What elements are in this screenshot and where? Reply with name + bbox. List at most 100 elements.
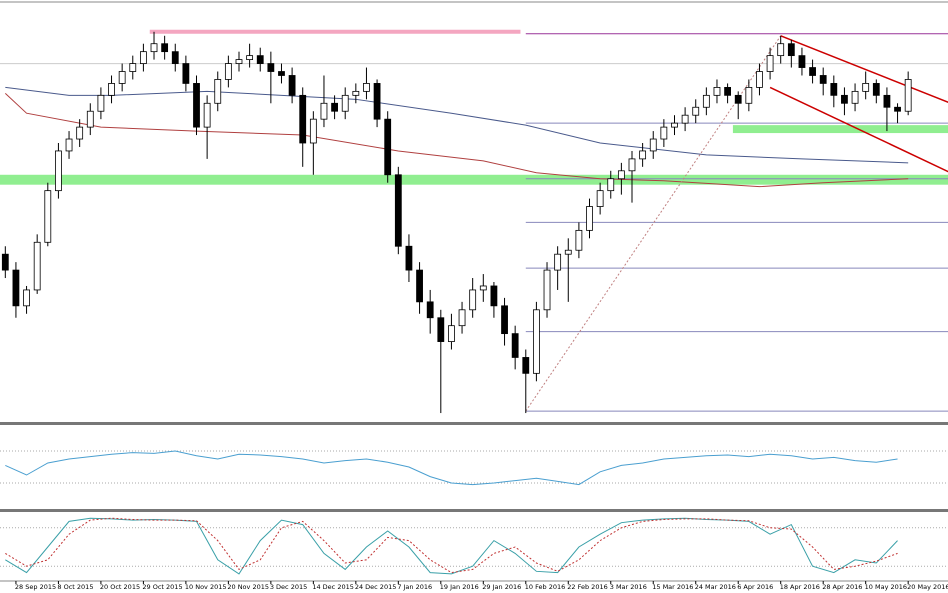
x-tick-label: 18 Apr 2016 [780,583,820,591]
x-tick-label: 10 Nov 2015 [185,583,227,591]
candle-body [681,114,689,124]
candle-body [288,75,296,96]
candle-body [65,138,73,152]
candle-body [267,63,275,72]
candle-body [426,301,434,319]
candle-body [448,325,455,342]
candle-body [692,106,700,116]
x-tick-label: 10 Feb 2016 [525,583,565,591]
candle-body [12,269,20,307]
candle-body [384,118,392,176]
candle-body [363,83,370,92]
candle-body [214,79,222,104]
candle-body [671,122,678,128]
zone [732,125,948,134]
candle-body [522,357,530,374]
candle-body [76,126,84,140]
candle-body [256,55,264,64]
candle-body [660,126,668,140]
candle-body [33,241,41,291]
trendline [769,86,948,173]
candle-body [575,229,583,251]
separator [0,422,948,425]
candle-body [55,150,62,192]
candle-body [416,269,423,303]
candle-body [745,87,753,104]
candle-body [702,94,710,108]
x-tick-label: 24 Mar 2016 [695,583,736,591]
candle-body [193,83,200,128]
x-tick-label: 6 Apr 2016 [737,583,773,591]
x-tick-label: 14 Dec 2015 [312,583,354,591]
candle-body [639,150,647,160]
x-tick-label: 7 Jan 2016 [397,583,432,591]
candle-body [129,63,137,72]
candle-body [437,317,445,342]
candle-body [543,269,551,311]
x-tick-label: 22 Feb 2016 [567,583,607,591]
trendline [525,35,782,412]
x-tick-label: 10 May 2016 [865,583,907,591]
candle-body [724,87,731,96]
candle-body [331,102,338,112]
candle-body [479,285,487,291]
indicator-line [5,517,898,574]
candle-body [628,158,636,172]
x-tick-label: 15 Mar 2016 [652,583,693,591]
candle-body [798,55,806,68]
candle-body [246,55,254,60]
candle-body [511,333,519,358]
candle-body [469,289,477,311]
candle-body [734,94,742,104]
candle-body [150,43,158,53]
candle-body [564,249,572,255]
candle-body [108,83,115,96]
candle-body [904,79,912,112]
candle-body [97,94,105,112]
candle-body [617,170,625,180]
candle-body [607,178,615,192]
candle-body [1,253,9,271]
x-tick-label: 20 Nov 2015 [227,583,269,591]
candle-body [554,253,562,271]
x-tick-label: 19 Jan 2016 [440,583,479,591]
candle-body [649,138,657,152]
x-tick-label: 29 Jan 2016 [482,583,521,591]
candle-body [373,83,381,120]
candle-body [203,102,211,128]
indicator-line [5,450,898,486]
candle-body [841,94,848,104]
candle-body [235,59,243,64]
x-tick-label: 28 Apr 2016 [822,583,862,591]
candle-body [182,63,190,84]
candle-body [533,309,540,374]
candle-body [171,51,179,64]
candle-body [405,245,413,271]
moving-average [4,92,909,188]
candle-body [118,71,126,84]
candle-body [894,106,901,112]
moving-average [5,86,909,164]
candle-body [224,63,232,80]
x-tick-label: 20 Oct 2015 [100,583,140,591]
candle-body [309,118,317,144]
candle-body [278,71,285,76]
candle-body [787,43,795,57]
x-tick-label: 3 Mar 2016 [610,583,647,591]
candle-body [23,289,30,307]
candle-body [458,309,466,327]
candle-body [44,190,52,243]
candle-body [139,51,147,64]
candle-body [819,75,827,84]
trendline [780,35,948,104]
candle-body [501,305,508,335]
x-tick-label: 8 Oct 2015 [57,583,93,591]
candle-body [883,94,891,108]
candle-body [586,206,593,231]
candle-body [320,102,328,120]
candle-body [490,285,498,307]
candle-body [341,94,349,112]
zone [0,174,948,185]
